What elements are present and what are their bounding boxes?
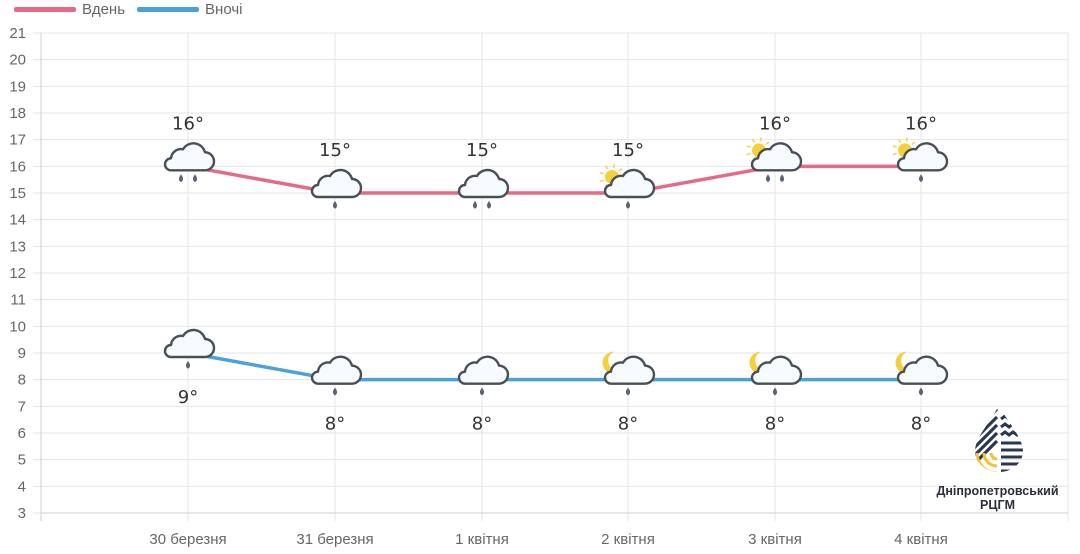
temperature-label: 15° — [319, 140, 351, 161]
y-tick-label: 10 — [9, 318, 26, 335]
sun-cloud-rain-icon — [892, 137, 949, 183]
x-tick-label: 4 квітня — [894, 531, 948, 548]
series-line — [187, 351, 921, 382]
rcgm-logo-icon — [975, 407, 1023, 472]
y-tick-label: 15 — [9, 185, 26, 202]
y-tick-label: 20 — [9, 52, 26, 69]
x-tick-label: 30 березня — [149, 531, 226, 548]
moon-cloud-rain-icon — [602, 351, 656, 396]
x-axis: 30 березня 31 березня 1 квітня 2 квітня 3 кв… — [149, 531, 947, 548]
weather-icons — [163, 137, 949, 396]
y-tick-label: 21 — [9, 25, 26, 42]
y-tick-label: 12 — [9, 265, 26, 282]
y-tick-label: 9 — [18, 345, 26, 362]
y-tick-label: 8 — [18, 372, 26, 389]
y-tick-label: 6 — [18, 425, 26, 442]
chart-legend: Вдень Вночі — [14, 1, 242, 18]
x-tick-label: 2 квітня — [601, 531, 655, 548]
y-tick-label: 5 — [18, 452, 26, 469]
cloud-rain-icon — [310, 168, 363, 209]
legend-label-night: Вночі — [205, 1, 243, 18]
legend-item-day[interactable]: Вдень — [14, 1, 125, 18]
temperature-label: 8° — [472, 414, 492, 435]
temperature-label: 16° — [905, 113, 937, 134]
y-tick-label: 18 — [9, 105, 26, 122]
legend-swatch-night — [137, 7, 200, 12]
cloud-rain-icon — [163, 328, 216, 369]
temperature-label: 16° — [759, 113, 791, 134]
y-tick-label: 11 — [10, 292, 26, 309]
y-tick-label: 17 — [9, 132, 26, 149]
logo-line2: РЦГМ — [980, 498, 1015, 512]
legend-item-night[interactable]: Вночі — [137, 1, 242, 18]
logo-line1: Дніпропетровський — [936, 484, 1059, 498]
chart-grid — [33, 32, 1069, 521]
y-tick-label: 14 — [9, 212, 26, 229]
cloud-rain-icon — [310, 355, 363, 396]
x-tick-label: 1 квітня — [455, 531, 509, 548]
x-tick-label: 31 березня — [296, 531, 373, 548]
temperature-label: 8° — [765, 414, 785, 435]
temperature-label: 8° — [618, 414, 638, 435]
logo-text: Дніпропетровський РЦГМ — [925, 484, 1070, 512]
moon-cloud-rain-icon — [749, 351, 803, 396]
cloud-rain-icon — [457, 355, 510, 396]
y-tick-label: 7 — [18, 398, 26, 415]
x-tick-label: 3 квітня — [748, 531, 802, 548]
legend-swatch-day — [14, 7, 76, 12]
y-tick-label: 3 — [18, 505, 26, 522]
y-tick-label: 4 — [18, 478, 26, 495]
legend-label-day: Вдень — [82, 1, 126, 18]
temperature-label: 9° — [178, 387, 198, 408]
y-tick-label: 19 — [9, 78, 26, 95]
cloud-rain-heavy-icon — [457, 168, 510, 209]
y-tick-label: 13 — [9, 238, 26, 255]
temperature-label: 16° — [172, 113, 204, 134]
temperature-label: 15° — [466, 140, 498, 161]
y-axis: 21 20 19 18 17 16 15 14 13 12 11 10 9 8 7 6 5 4 3 — [9, 25, 26, 522]
temperature-labels: 16° 15° 15° 15° 16° 16° 9° 8° 8° 8° 8° 8° — [172, 113, 937, 434]
moon-cloud-rain-icon — [895, 351, 949, 396]
temperature-label: 15° — [612, 140, 644, 161]
temperature-label: 8° — [911, 414, 931, 435]
sun-cloud-rain-icon — [599, 164, 656, 209]
temperature-label: 8° — [325, 414, 345, 435]
sun-cloud-rain-heavy-icon — [746, 137, 803, 183]
series-line — [187, 164, 921, 195]
y-tick-label: 16 — [9, 158, 26, 175]
cloud-rain-heavy-icon — [163, 142, 216, 183]
